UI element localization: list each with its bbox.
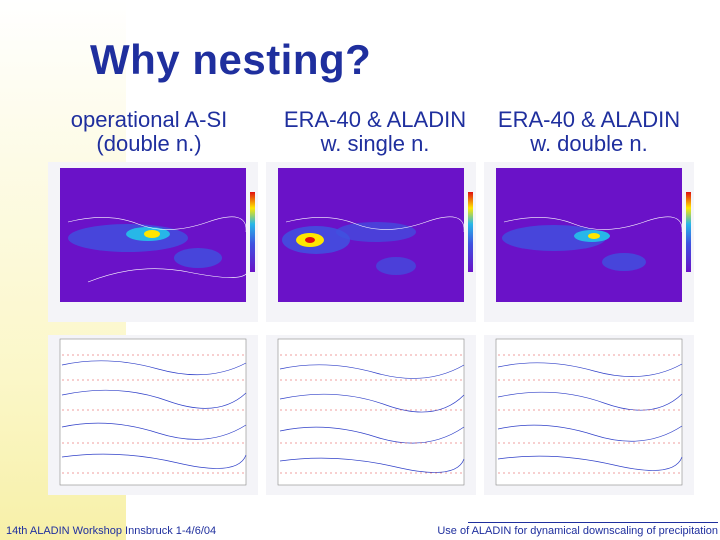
footer-left: 14th ALADIN Workshop Innsbruck 1-4/6/04	[6, 525, 217, 537]
precip-map-single-nesting-image	[278, 168, 473, 302]
column-heading-1-line1: operational A-SI	[70, 107, 228, 132]
column-heading-1: operational A-SI (double n.)	[44, 108, 254, 156]
column-heading-3-line1: ERA-40 & ALADIN	[497, 107, 681, 132]
wind-map-double-nesting	[484, 335, 694, 495]
column-heading-1-line2: (double n.)	[96, 131, 202, 156]
column-heading-3: ERA-40 & ALADIN w. double n.	[484, 108, 694, 156]
column-heading-2-line1: ERA-40 & ALADIN	[283, 107, 467, 132]
precip-map-operational	[48, 162, 258, 322]
wind-map-single-nesting-image	[277, 338, 465, 486]
wind-map-operational	[48, 335, 258, 495]
column-heading-2-line2: w. single n.	[320, 131, 430, 156]
column-heading-2: ERA-40 & ALADIN w. single n.	[270, 108, 480, 156]
footer-right: Use of ALADIN for dynamical downscaling …	[437, 525, 718, 537]
slide-title: Why nesting?	[90, 36, 372, 83]
precip-map-double-nesting-image	[496, 168, 691, 302]
wind-map-double-nesting-image	[495, 338, 683, 486]
precip-map-double-nesting	[484, 162, 694, 322]
wind-map-operational-image	[59, 338, 247, 486]
precip-map-single-nesting	[266, 162, 476, 322]
column-heading-3-line2: w. double n.	[530, 131, 648, 156]
wind-map-single-nesting	[266, 335, 476, 495]
footer-rule	[468, 522, 718, 523]
precip-map-operational-image	[60, 168, 255, 302]
